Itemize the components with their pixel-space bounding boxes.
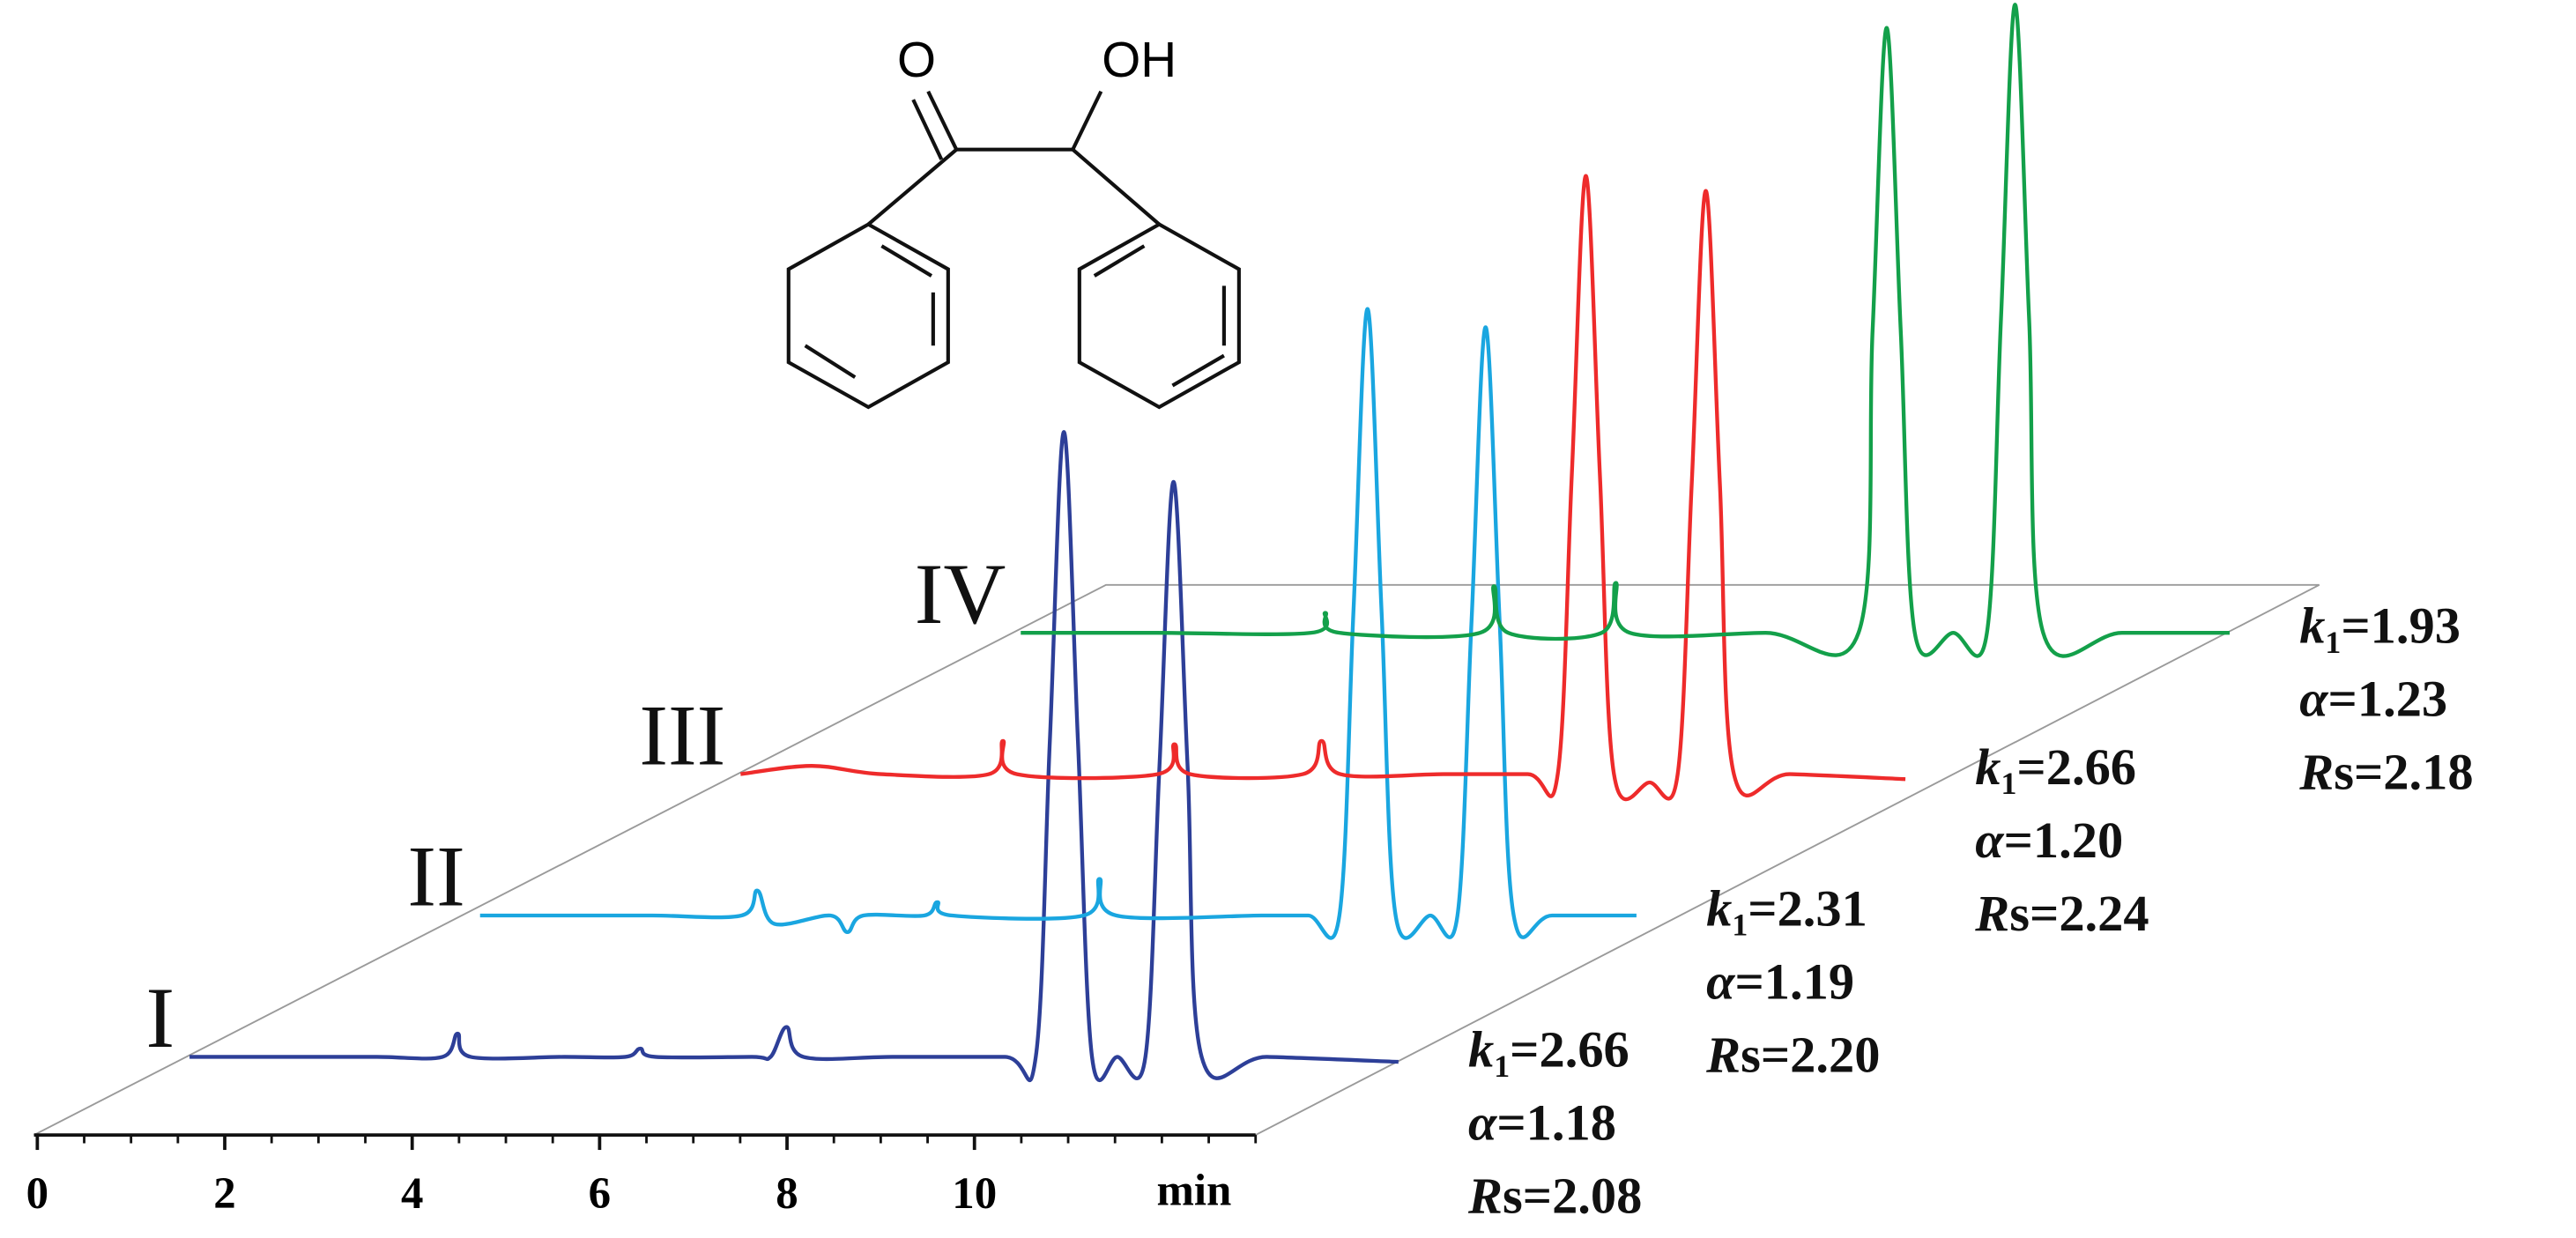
stat-value: 2.31: [1778, 879, 1867, 937]
stat-equals: =: [2341, 597, 2370, 654]
stat-line: α=1.23: [2299, 670, 2447, 727]
x-tick-label: 8: [776, 1169, 798, 1219]
series-label: III: [639, 688, 725, 783]
stat-name-sub: 1: [1494, 1049, 1510, 1084]
x-tick-label: 4: [401, 1169, 423, 1219]
stat-name-sub: 1: [1732, 908, 1748, 943]
stat-equals: =: [2328, 670, 2357, 727]
stat-name-sub: s: [1503, 1168, 1523, 1225]
trace: [740, 174, 1906, 802]
structure: [786, 90, 1241, 410]
stat-equals: =: [2004, 812, 2033, 869]
stat-equals: =: [2016, 738, 2045, 796]
series-label: IV: [915, 547, 1006, 642]
stat-line: Rs=2.08: [1467, 1168, 1642, 1225]
trace: [1021, 3, 2230, 658]
stat-value: 2.08: [1552, 1168, 1642, 1225]
stat-name: k: [1706, 879, 1732, 937]
stat-name: α: [1468, 1094, 1498, 1152]
stat-line: α=1.19: [1706, 953, 1854, 1010]
stat-line: Rs=2.18: [2298, 743, 2473, 800]
series-label: I: [145, 971, 174, 1066]
stat-name-sub: s: [1741, 1026, 1761, 1083]
trace: [189, 430, 1399, 1083]
trace: [479, 307, 1637, 940]
stat-name: k: [1468, 1021, 1494, 1079]
stat-line: α=1.20: [1975, 812, 2123, 869]
stat-line: k1=1.93: [2299, 597, 2461, 659]
atom-label: OH: [1102, 32, 1177, 87]
stat-equals: =: [2354, 743, 2383, 800]
stat-equals: =: [1523, 1168, 1552, 1225]
stat-equals: =: [1734, 953, 1763, 1010]
x-tick-label: 2: [213, 1169, 235, 1219]
stat-name: α: [1706, 953, 1736, 1010]
stat-line: k1=2.66: [1975, 738, 2136, 801]
stat-line: k1=2.31: [1706, 879, 1867, 942]
stat-line: Rs=2.20: [1705, 1026, 1880, 1083]
stat-value: 1.93: [2371, 597, 2461, 654]
stat-equals: =: [1496, 1094, 1526, 1152]
stat-name: R: [1705, 1026, 1741, 1083]
stat-value: 2.20: [1790, 1026, 1880, 1083]
stat-name: α: [1975, 812, 2005, 869]
x-tick-label: 0: [26, 1169, 48, 1219]
stat-line: α=1.18: [1468, 1094, 1616, 1152]
stat-name-sub: 1: [2001, 766, 2017, 801]
stat-name: R: [1467, 1168, 1503, 1225]
stat-value: 2.66: [2046, 738, 2136, 796]
stat-name-sub: 1: [2325, 625, 2341, 660]
stat-equals: =: [1761, 1026, 1790, 1083]
x-tick-label: 10: [952, 1169, 997, 1219]
stat-name: k: [1975, 738, 2001, 796]
stat-name-sub: s: [2009, 885, 2030, 942]
stat-value: 2.66: [1539, 1021, 1629, 1079]
stat-name: R: [1974, 885, 2009, 942]
stat-value: 2.18: [2383, 743, 2473, 800]
stat-equals: =: [1510, 1021, 1539, 1079]
stat-name: R: [2298, 743, 2334, 800]
stat-line: k1=2.66: [1468, 1021, 1629, 1084]
stat-value: 1.20: [2033, 812, 2123, 869]
stat-value: 2.24: [2059, 885, 2149, 942]
stat-name-sub: s: [2334, 743, 2354, 800]
stat-value: 1.19: [1764, 953, 1854, 1010]
stat-equals: =: [2030, 885, 2059, 942]
stat-value: 1.18: [1526, 1094, 1616, 1152]
stat-name: α: [2299, 670, 2329, 727]
stat-value: 1.23: [2357, 670, 2447, 727]
x-axis-label: min: [1157, 1166, 1232, 1215]
atom-label: O: [897, 32, 936, 87]
stat-equals: =: [1748, 879, 1777, 937]
stat-name: k: [2299, 597, 2325, 654]
series-label: II: [407, 830, 464, 925]
x-tick-label: 6: [589, 1169, 611, 1219]
stat-line: Rs=2.24: [1974, 885, 2149, 942]
